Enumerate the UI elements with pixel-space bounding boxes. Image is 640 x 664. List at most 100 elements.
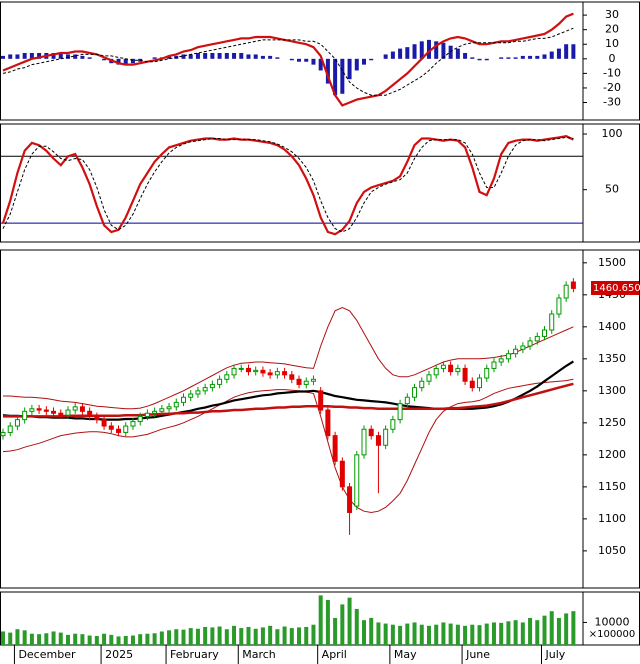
volume-bar	[491, 622, 496, 645]
candle-body	[484, 367, 490, 379]
volume-bar	[253, 628, 258, 645]
candle-body	[144, 412, 150, 417]
volume-bar	[426, 625, 431, 645]
histogram-bar	[484, 58, 489, 61]
histogram-bar	[535, 55, 540, 59]
histogram-bar	[398, 48, 403, 59]
histogram-bar	[80, 55, 85, 59]
candle-body	[7, 425, 13, 433]
volume-bar	[246, 626, 251, 645]
histogram-bar	[419, 41, 424, 59]
y-tick-label: 10	[605, 37, 619, 50]
volume-bar	[297, 627, 302, 645]
histogram-bar	[333, 58, 338, 96]
candle-body	[361, 428, 367, 456]
candle-body	[433, 367, 439, 376]
volume-bar	[369, 617, 374, 645]
volume-bar	[94, 635, 99, 645]
volume-bar	[463, 625, 468, 645]
candle-body	[202, 387, 208, 392]
candle-body	[51, 410, 57, 414]
y-tick-label: 1050	[598, 544, 626, 557]
y-tick-label: -30	[603, 96, 621, 109]
volume-bar	[73, 633, 78, 645]
y-tick-label: 1250	[598, 416, 626, 429]
volume-bar	[217, 626, 222, 645]
candle-body	[231, 367, 237, 376]
volume-bar	[275, 629, 280, 645]
volume-bar	[145, 633, 150, 645]
y-tick-label: 1500	[598, 256, 626, 269]
histogram-bar	[181, 54, 186, 59]
volume-bar	[484, 623, 489, 645]
histogram-bar	[210, 52, 215, 59]
volume-bar	[513, 620, 518, 645]
histogram-bar	[130, 58, 135, 64]
y-tick-label: 1300	[598, 384, 626, 397]
candle-body	[209, 383, 215, 389]
histogram-bar	[217, 52, 222, 59]
volume-bar	[347, 597, 352, 645]
histogram-bar	[477, 58, 482, 61]
volume-bar	[318, 595, 323, 645]
histogram-bar	[73, 54, 78, 59]
candle-body	[289, 374, 295, 380]
volume-bar	[506, 621, 511, 645]
histogram-bar	[268, 55, 273, 59]
histogram-bar	[15, 54, 20, 59]
volume-bar	[362, 620, 366, 645]
volume-bar	[123, 635, 128, 645]
volume-bar	[130, 635, 135, 645]
candle-body	[94, 415, 100, 421]
histogram-bar	[224, 52, 229, 59]
volume-bar	[203, 626, 208, 645]
candle-body	[79, 406, 85, 412]
histogram-bar	[37, 52, 42, 59]
volume-bar	[333, 617, 338, 645]
candle-body	[462, 367, 468, 382]
x-tick-label: July	[545, 648, 566, 661]
volume-bar	[87, 635, 92, 645]
histogram-bar	[239, 52, 244, 59]
histogram-bar	[260, 55, 265, 59]
y-tick-label: 30	[605, 8, 619, 21]
volume-bar	[188, 628, 193, 645]
volume-bar	[455, 624, 460, 645]
candle-body	[267, 372, 273, 376]
volume-bar	[109, 634, 114, 645]
candle-body	[253, 369, 259, 373]
histogram-bar	[347, 58, 352, 80]
histogram-bar	[383, 54, 388, 59]
candle-body	[181, 396, 186, 403]
unit-label: ×100000	[589, 629, 636, 640]
candle-body	[513, 348, 519, 355]
histogram-bar	[253, 54, 258, 59]
histogram-bar	[8, 54, 13, 59]
candle-body	[332, 435, 338, 462]
volume-bar	[419, 624, 424, 645]
candle-body	[36, 408, 42, 411]
histogram-bar	[390, 51, 395, 59]
volume-bar	[441, 622, 446, 645]
histogram-bar	[463, 52, 468, 59]
candle-body	[14, 419, 20, 427]
candle-body	[383, 428, 389, 446]
y-tick-label: 1100	[598, 512, 626, 525]
histogram-bar	[499, 57, 504, 59]
histogram-bar	[87, 57, 92, 59]
histogram-bar	[528, 55, 533, 59]
volume-bar	[152, 633, 157, 645]
candle-body	[368, 428, 374, 437]
volume-bar	[174, 629, 179, 645]
histogram-bar	[340, 58, 345, 94]
histogram-bar	[470, 57, 475, 59]
panel-frame	[0, 123, 640, 243]
candle-body	[87, 410, 93, 417]
candle-body	[563, 284, 569, 299]
histogram-bar	[275, 57, 280, 59]
candle-body	[296, 378, 302, 385]
y-tick-label: 1150	[598, 480, 626, 493]
histogram-bar	[434, 41, 439, 59]
volume-bar	[65, 634, 70, 645]
volume-bar	[311, 624, 316, 645]
